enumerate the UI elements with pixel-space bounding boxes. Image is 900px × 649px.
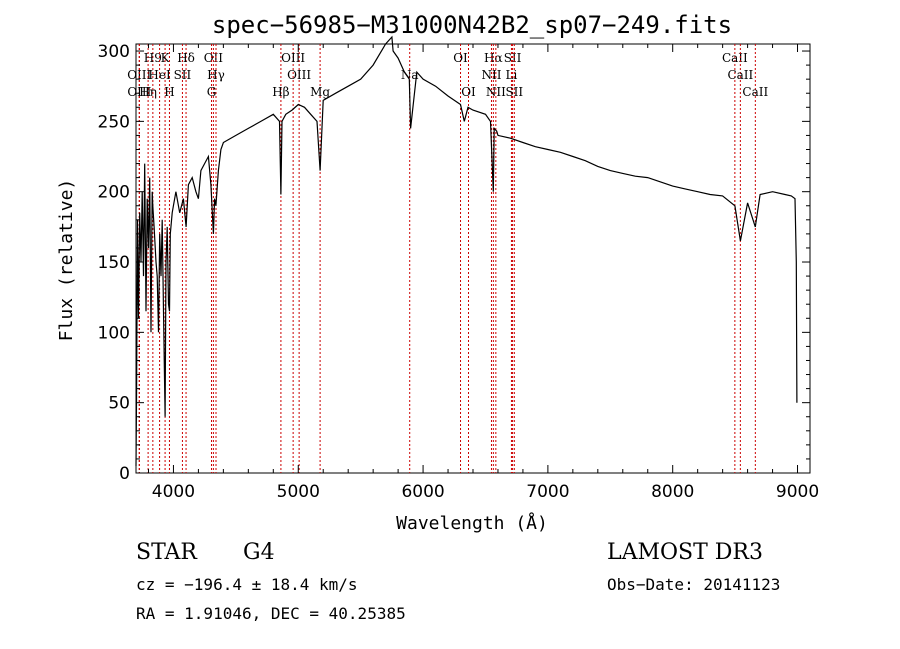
- line-label: OIII: [127, 68, 151, 82]
- line-label: CaII: [727, 68, 753, 82]
- line-label: NII: [486, 85, 506, 99]
- line-label: SII: [504, 51, 522, 65]
- x-tick-label: 6000: [401, 482, 444, 502]
- x-tick-label: 5000: [277, 482, 320, 502]
- y-tick-label: 200: [98, 183, 130, 203]
- x-tick-label: 9000: [776, 482, 819, 502]
- y-tick-label: 0: [119, 464, 130, 484]
- y-axis-label: Flux (relative): [56, 179, 77, 342]
- line-label: SII: [505, 85, 523, 99]
- line-label: SII: [174, 68, 192, 82]
- redshift-cz: cz = −196.4 ± 18.4 km/s: [136, 575, 358, 594]
- line-label: HeI: [148, 68, 171, 82]
- line-label: OII: [204, 51, 224, 65]
- y-tick-label: 150: [98, 253, 130, 273]
- obs-date: Obs−Date: 20141123: [607, 575, 781, 594]
- line-label: Hη: [139, 85, 157, 99]
- line-label: OIII: [281, 51, 305, 65]
- line-label: G: [207, 85, 217, 99]
- ra-dec: RA = 1.91046, DEC = 40.25385: [136, 604, 406, 623]
- line-label: OIII: [287, 68, 311, 82]
- x-tick-label: 8000: [651, 482, 694, 502]
- x-tick-label: 7000: [526, 482, 569, 502]
- line-label: Hβ: [272, 85, 289, 99]
- line-label: OIII: [127, 85, 151, 99]
- line-label: NII: [481, 68, 501, 82]
- line-label: Hδ: [177, 51, 195, 65]
- x-axis-label: Wavelength (Å): [396, 512, 548, 534]
- spectrum-line: [135, 35, 798, 467]
- line-label: CaII: [742, 85, 768, 99]
- line-label: Li: [506, 68, 518, 82]
- line-label: Hα: [484, 51, 503, 65]
- line-label: Na: [401, 68, 419, 82]
- y-tick-label: 50: [108, 394, 130, 414]
- line-label: CaII: [722, 51, 748, 65]
- survey-name: LAMOST DR3: [607, 540, 763, 565]
- line-label: OI: [461, 85, 476, 99]
- y-tick-label: 100: [98, 323, 130, 343]
- x-tick-label: 4000: [152, 482, 195, 502]
- object-subclass: G4: [243, 540, 275, 565]
- object-class: STAR: [136, 540, 197, 565]
- line-label: K: [161, 51, 171, 65]
- y-tick-label: 300: [98, 42, 130, 62]
- line-label: Hγ: [207, 68, 225, 82]
- line-label: Mg: [310, 85, 330, 99]
- plot-frame: [135, 43, 811, 474]
- line-label: H: [164, 85, 174, 99]
- line-label: OI: [453, 51, 468, 65]
- y-tick-label: 250: [98, 112, 130, 132]
- chart-title: spec−56985−M31000N42B2_sp07−249.fits: [212, 11, 732, 39]
